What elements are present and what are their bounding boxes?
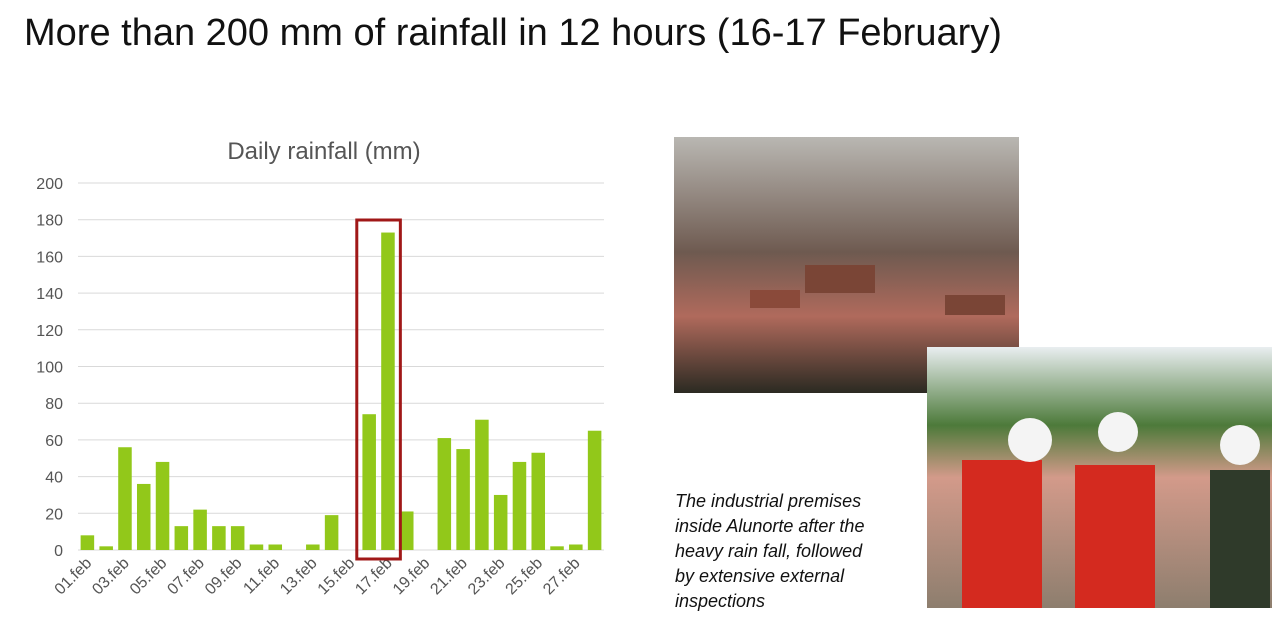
y-tick-label: 180 <box>36 213 63 230</box>
y-tick-label: 100 <box>36 360 63 377</box>
bar <box>569 544 583 550</box>
bar <box>174 526 189 550</box>
caption-line: heavy rain fall, followed <box>675 541 863 561</box>
bar <box>306 544 320 550</box>
bar <box>512 461 527 550</box>
x-tick-label: 15.feb <box>315 555 359 599</box>
y-tick-label: 40 <box>45 470 63 487</box>
caption-line: The industrial premises <box>675 491 862 511</box>
x-tick-label: 17.feb <box>352 555 396 599</box>
caption-line: by extensive external <box>675 566 845 586</box>
bar <box>399 511 414 550</box>
y-tick-label: 20 <box>45 506 63 523</box>
x-tick-label: 05.feb <box>127 555 171 599</box>
bar <box>381 232 395 551</box>
bar <box>456 449 470 550</box>
bar <box>493 494 508 550</box>
bar <box>362 414 376 550</box>
x-tick-label: 27.feb <box>540 555 584 599</box>
highlight-box <box>355 218 402 561</box>
bar <box>118 447 132 550</box>
bar <box>80 535 95 550</box>
x-tick-label: 19.feb <box>390 555 434 599</box>
bar <box>230 526 245 550</box>
bar <box>437 438 452 550</box>
photo-inspectors <box>927 347 1272 608</box>
bar <box>531 452 546 550</box>
bar <box>475 419 489 550</box>
y-tick-label: 140 <box>36 286 63 303</box>
y-tick-label: 120 <box>36 323 63 340</box>
bar <box>587 430 602 550</box>
caption: The industrial premises inside Alunorte a… <box>675 489 864 614</box>
bar <box>550 546 564 550</box>
y-tick-label: 80 <box>45 396 63 413</box>
caption-line: inside Alunorte after the <box>675 516 865 536</box>
x-tick-label: 25.feb <box>503 555 547 599</box>
x-tick-label: 07.feb <box>164 555 208 599</box>
y-tick-label: 160 <box>36 249 63 266</box>
bar <box>249 544 264 550</box>
bar <box>193 509 207 550</box>
y-tick-label: 60 <box>45 433 63 450</box>
y-tick-label: 0 <box>54 543 63 560</box>
x-tick-label: 11.feb <box>240 555 283 598</box>
x-tick-label: 09.feb <box>202 555 246 599</box>
bar <box>212 526 226 550</box>
x-tick-label: 21.feb <box>427 555 471 599</box>
x-tick-label: 23.feb <box>465 555 509 599</box>
caption-line: inspections <box>675 591 766 611</box>
photo-flooded-plant <box>674 137 1019 393</box>
x-tick-label: 03.feb <box>89 555 133 599</box>
bar <box>136 483 151 550</box>
x-tick-label: 13.feb <box>277 555 321 599</box>
bar <box>155 461 170 550</box>
bar <box>99 546 113 550</box>
bar <box>324 515 339 550</box>
y-tick-label: 200 <box>36 176 63 193</box>
slide-title: More than 200 mm of rainfall in 12 hours… <box>24 12 1002 54</box>
x-tick-label: 01.feb <box>52 555 96 599</box>
chart-title: Daily rainfall (mm) <box>227 138 420 165</box>
bar <box>268 544 283 550</box>
